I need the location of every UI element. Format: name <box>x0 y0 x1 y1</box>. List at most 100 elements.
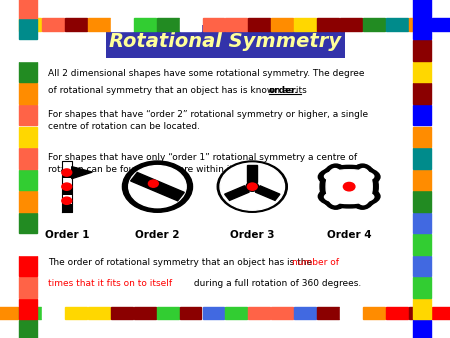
Bar <box>65 18 87 31</box>
Bar <box>413 19 431 39</box>
Ellipse shape <box>318 185 380 208</box>
Bar <box>409 307 431 319</box>
Bar <box>413 213 431 233</box>
Bar <box>19 307 41 319</box>
Circle shape <box>122 161 193 212</box>
Bar <box>19 126 37 147</box>
Circle shape <box>129 166 186 208</box>
Ellipse shape <box>326 169 344 205</box>
Bar <box>413 148 431 169</box>
Bar <box>202 307 225 319</box>
Bar <box>413 40 431 61</box>
Bar <box>225 18 247 31</box>
Text: order.: order. <box>269 87 298 95</box>
Bar <box>363 18 385 31</box>
Bar <box>432 307 450 319</box>
Bar <box>340 307 362 319</box>
Polygon shape <box>130 172 184 201</box>
Circle shape <box>248 183 257 190</box>
Bar <box>409 18 431 31</box>
Bar <box>180 307 202 319</box>
Bar <box>386 18 408 31</box>
Ellipse shape <box>346 164 378 209</box>
Bar <box>19 18 41 31</box>
Polygon shape <box>255 186 280 200</box>
Bar <box>62 187 72 195</box>
Bar <box>340 18 362 31</box>
Bar <box>413 62 431 82</box>
Bar <box>19 40 37 61</box>
Text: during a full rotation of 360 degrees.: during a full rotation of 360 degrees. <box>191 279 361 288</box>
Bar <box>413 0 431 18</box>
Bar <box>248 18 270 31</box>
Bar <box>65 307 87 319</box>
Circle shape <box>62 169 72 176</box>
Bar <box>413 299 431 319</box>
FancyBboxPatch shape <box>106 25 345 58</box>
Bar <box>386 307 408 319</box>
Text: For shapes that have “order 2” rotational symmetry or higher, a single
centre of: For shapes that have “order 2” rotationa… <box>48 110 369 131</box>
Text: Order 2: Order 2 <box>135 231 180 240</box>
Ellipse shape <box>320 164 351 209</box>
Bar <box>88 307 110 319</box>
Text: For shapes that have only “order 1” rotational symmetry a centre of
rotation can: For shapes that have only “order 1” rota… <box>48 153 357 174</box>
Bar <box>294 18 316 31</box>
Ellipse shape <box>324 170 374 183</box>
Bar <box>42 18 64 31</box>
Bar <box>19 0 37 18</box>
Bar <box>19 234 37 255</box>
Text: Order 1: Order 1 <box>45 231 89 240</box>
Text: times that it fits on to itself: times that it fits on to itself <box>48 279 172 288</box>
Bar <box>19 299 37 319</box>
Circle shape <box>220 163 284 210</box>
Text: The order of rotational symmetry that an object has is the: The order of rotational symmetry that an… <box>48 258 315 267</box>
Bar <box>19 256 37 276</box>
Circle shape <box>148 180 158 187</box>
Bar <box>88 18 110 31</box>
Bar <box>19 83 37 104</box>
Ellipse shape <box>318 165 380 189</box>
Bar <box>19 213 37 233</box>
Bar <box>62 178 72 187</box>
Bar <box>413 170 431 190</box>
Bar <box>19 277 37 298</box>
Bar <box>157 307 179 319</box>
Text: Order 4: Order 4 <box>327 231 371 240</box>
Bar <box>19 105 37 125</box>
Polygon shape <box>248 165 257 182</box>
Bar <box>413 105 431 125</box>
Bar <box>62 204 72 212</box>
Circle shape <box>343 183 355 191</box>
Circle shape <box>62 197 72 204</box>
Bar <box>413 256 431 276</box>
FancyBboxPatch shape <box>38 31 413 306</box>
Bar <box>134 307 156 319</box>
Bar <box>248 307 270 319</box>
Bar <box>202 18 225 31</box>
Bar <box>432 18 450 31</box>
Bar <box>157 18 179 31</box>
Circle shape <box>217 161 287 212</box>
Bar <box>413 234 431 255</box>
Bar <box>0 18 18 31</box>
Bar <box>111 307 133 319</box>
Bar <box>317 307 339 319</box>
Bar <box>413 277 431 298</box>
Bar <box>413 191 431 212</box>
Bar <box>19 148 37 169</box>
Text: of rotational symmetry that an object has is known as its: of rotational symmetry that an object ha… <box>48 87 310 95</box>
Polygon shape <box>225 186 249 200</box>
Bar <box>19 320 37 338</box>
Bar <box>180 18 202 31</box>
Bar <box>19 170 37 190</box>
Circle shape <box>246 182 259 191</box>
Bar <box>317 18 339 31</box>
Ellipse shape <box>354 169 372 205</box>
Bar <box>363 307 385 319</box>
Bar <box>19 62 37 82</box>
Polygon shape <box>72 167 92 179</box>
Ellipse shape <box>324 190 374 203</box>
Text: Order 3: Order 3 <box>230 231 274 240</box>
Bar <box>111 18 133 31</box>
Bar <box>62 195 72 204</box>
